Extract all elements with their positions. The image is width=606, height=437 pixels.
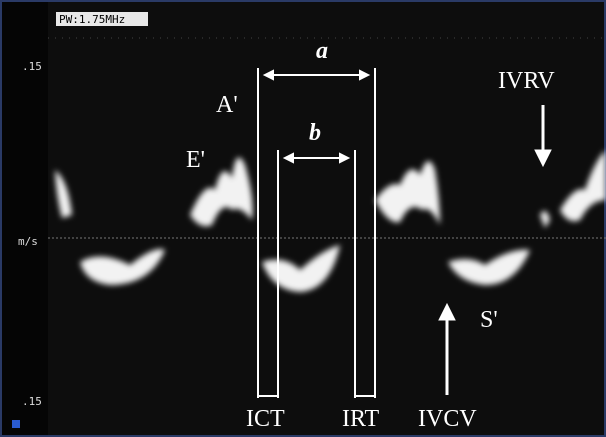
scale-bottom: .15: [22, 395, 42, 408]
background: [0, 0, 606, 437]
mode-label: PW:1.75MHz: [59, 13, 125, 26]
label-a-prime: A': [216, 92, 238, 118]
label-s-prime: S': [480, 307, 498, 333]
scale-unit: m/s: [18, 235, 38, 248]
label-ict: ICT: [246, 406, 285, 432]
label-e-prime: E': [186, 147, 205, 173]
label-b: b: [309, 120, 321, 146]
marker: [12, 420, 20, 428]
scale-top: .15: [22, 60, 42, 73]
label-irt: IRT: [342, 406, 380, 432]
label-a: a: [316, 38, 328, 64]
doppler-image: PW:1.75MHz .15 m/s .15 a b A' E' S' IVRV…: [0, 0, 606, 437]
label-ivrv: IVRV: [498, 68, 555, 94]
label-ivcv: IVCV: [418, 406, 477, 432]
